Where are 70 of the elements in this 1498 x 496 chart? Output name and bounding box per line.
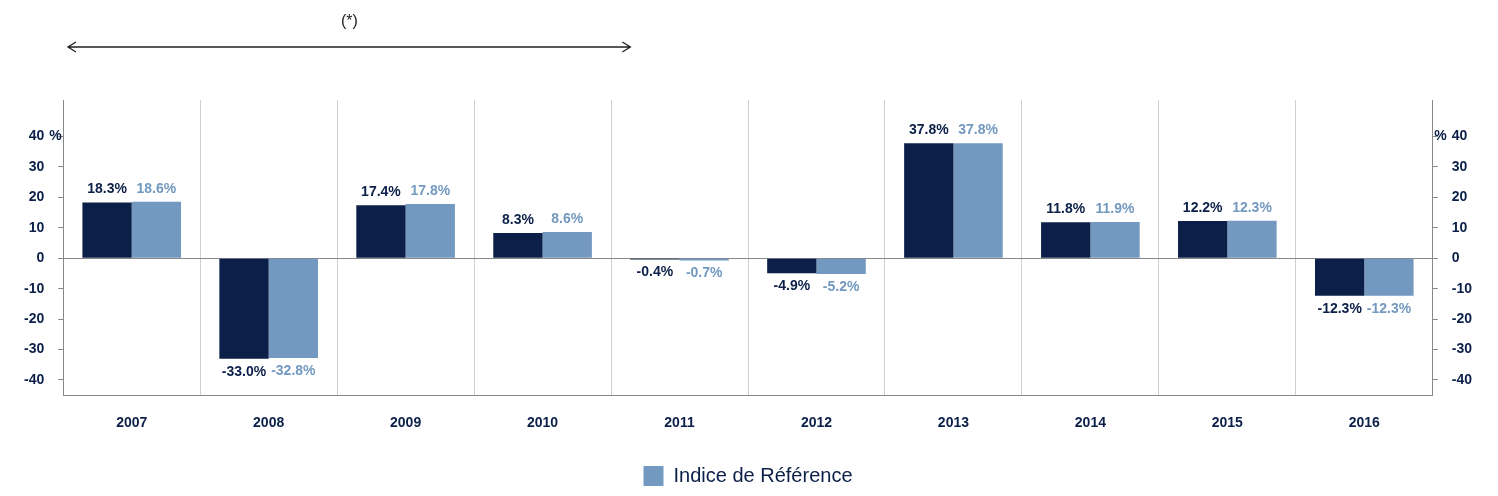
bar <box>1314 258 1365 296</box>
bar <box>356 205 406 258</box>
y-tick-label: -30 <box>24 340 45 357</box>
y2-tick-label: 10 <box>1451 218 1468 235</box>
y2-tick-label: 20 <box>1451 188 1468 205</box>
y2-tick-label: -30 <box>1451 340 1473 357</box>
y2-tick-label: -10 <box>1451 279 1473 296</box>
x-tick-label: 2010 <box>526 414 559 431</box>
y2-axis-title: % <box>1434 127 1448 144</box>
bar <box>816 258 866 275</box>
x-tick-label: 2012 <box>800 414 833 431</box>
data-label: -12.3% <box>1366 299 1412 316</box>
x-tick-label: 2009 <box>390 414 422 431</box>
bar <box>1227 220 1277 258</box>
data-label: 37.8% <box>958 121 999 138</box>
data-label: 8.3% <box>501 210 535 227</box>
y-tick-label: -10 <box>24 279 45 296</box>
data-label: 18.6% <box>136 179 177 196</box>
text: (*) <box>340 12 358 30</box>
bar <box>1041 222 1091 258</box>
data-label: 18.3% <box>87 180 128 197</box>
bar <box>767 258 817 274</box>
y2-tick-label: 30 <box>1451 157 1468 174</box>
y-tick-label: 10 <box>28 218 45 235</box>
y-tick-label: -40 <box>24 370 45 387</box>
data-label: -32.8% <box>271 361 317 378</box>
bar <box>1090 222 1140 258</box>
y2-tick-label: -20 <box>1451 309 1473 326</box>
y-tick-label: 0 <box>36 249 45 266</box>
y2-tick-label: 40 <box>1451 127 1468 144</box>
y2-tick-label: 0 <box>1451 249 1460 266</box>
data-label: 17.4% <box>361 183 402 200</box>
data-label: 11.9% <box>1095 199 1136 216</box>
x-tick-label: 2007 <box>116 414 148 431</box>
x-tick-label: 2015 <box>1211 414 1244 431</box>
data-label: 8.6% <box>551 209 584 226</box>
bar <box>1364 258 1414 296</box>
bar <box>131 201 182 258</box>
x-tick-label: 2008 <box>253 414 285 431</box>
bar <box>904 143 954 258</box>
data-label: 12.3% <box>1232 198 1273 215</box>
bar <box>953 143 1003 258</box>
data-label: 17.8% <box>410 181 451 198</box>
y-tick-label: 20 <box>28 188 45 205</box>
x-tick-label: 2016 <box>1348 414 1381 431</box>
bar <box>219 258 269 359</box>
bar <box>493 232 543 258</box>
data-label: -5.2% <box>822 277 860 294</box>
x-tick-label: 2013 <box>937 414 970 431</box>
data-label: -12.3% <box>1317 299 1363 316</box>
bar <box>82 202 132 258</box>
legend-label: Indice de Référence <box>673 463 853 486</box>
data-label: 12.2% <box>1182 198 1224 215</box>
data-label: 37.8% <box>908 121 950 138</box>
data-label: -4.9% <box>773 277 811 294</box>
y2-tick-label: -40 <box>1451 370 1473 387</box>
x-tick-label: 2011 <box>664 414 695 431</box>
data-label: -0.7% <box>685 264 724 281</box>
data-label: -0.4% <box>636 263 674 280</box>
bar <box>542 232 592 258</box>
y-axis-title: % <box>49 127 63 144</box>
data-label: 11.8% <box>1046 200 1086 217</box>
x-tick-label: 2014 <box>1074 414 1107 431</box>
y-tick-label: 40 <box>28 127 45 144</box>
bar <box>405 204 455 258</box>
bar <box>268 258 318 359</box>
y-tick-label: -20 <box>24 309 45 326</box>
data-label: -33.0% <box>221 362 267 379</box>
bar <box>1178 221 1228 258</box>
y-tick-label: 30 <box>28 157 45 174</box>
